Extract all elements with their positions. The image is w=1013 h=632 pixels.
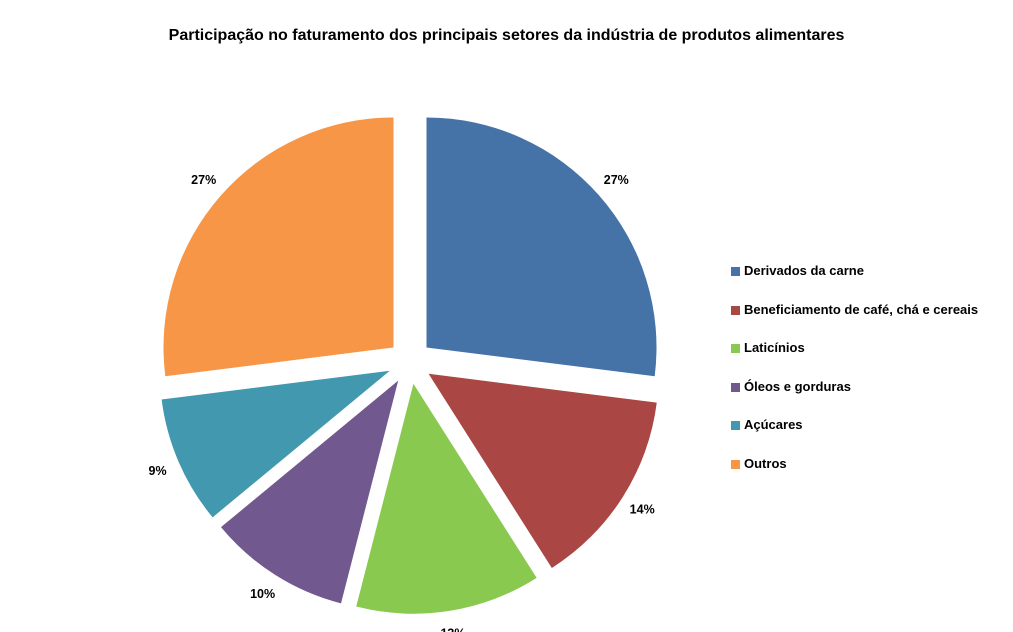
- pie-slice-acucares: [161, 370, 390, 518]
- legend-swatch: [731, 382, 740, 392]
- legend-swatch: [731, 344, 740, 354]
- legend-label: Açúcares: [744, 417, 803, 433]
- chart-title: Participação no faturamento dos principa…: [168, 27, 845, 44]
- legend-label: Óleos e gorduras: [744, 378, 851, 394]
- legend-label: Beneficiamento de café, chá e cereais: [744, 301, 979, 317]
- legend-label: Outros: [744, 455, 787, 471]
- data-label-oleos-e-gorduras: 10%: [250, 587, 275, 601]
- data-label-acucares: 9%: [149, 464, 167, 478]
- data-label-outros: 27%: [191, 173, 216, 187]
- pie-slice-oleos-e-gorduras: [220, 380, 399, 604]
- legend-label: Derivados da carne: [744, 263, 864, 278]
- data-label-laticinios: 13%: [440, 627, 465, 632]
- legend-swatch: [731, 305, 740, 315]
- legend-swatch: [731, 421, 740, 431]
- legend-swatch: [731, 267, 740, 276]
- pie-slice-beneficiamento-de-cafe-cha-e-cereais: [428, 373, 657, 568]
- pie-slice-laticinios: [356, 383, 537, 614]
- legend-label: Laticínios: [744, 340, 805, 356]
- pie-slice-outros: [163, 117, 394, 377]
- data-label-derivados-da-carne: 27%: [604, 173, 629, 187]
- data-label-beneficiamento-de-cafe-cha-e-cereais: 14%: [630, 502, 655, 516]
- legend-swatch: [731, 459, 740, 469]
- pie-slice-derivados-da-carne: [426, 117, 657, 377]
